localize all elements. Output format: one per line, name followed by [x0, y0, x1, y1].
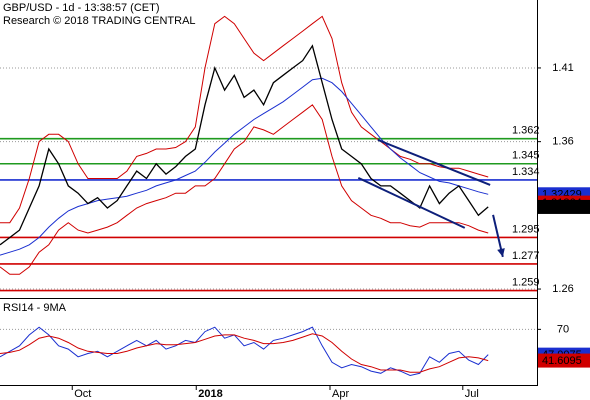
x-tick-label: 2018	[198, 388, 222, 400]
series-line	[0, 333, 489, 373]
series-line	[0, 77, 489, 256]
level-label: 1.295	[512, 223, 540, 235]
level-label: 1.362	[512, 125, 540, 137]
chart-title: GBP/USD - 1d - 13:38:57 (CET)	[3, 2, 160, 14]
x-tick-label: Oct	[74, 388, 91, 400]
level-label: 1.259	[512, 276, 540, 288]
price-tag-label: 1.3157	[542, 201, 576, 213]
series-line	[0, 104, 489, 275]
trend-line	[377, 138, 491, 186]
level-label: 1.277	[512, 250, 540, 262]
x-tick-label: Apr	[332, 388, 349, 400]
price-tag-label: 41.6095	[542, 355, 582, 367]
series-line	[0, 44, 489, 246]
y-tick-label: 1.36	[552, 136, 573, 148]
series-line	[0, 15, 489, 224]
level-label: 1.334	[512, 166, 540, 178]
panel-title: RSI14 - 9MA	[3, 302, 67, 314]
y-tick-label: 1.26	[552, 283, 573, 295]
series-line	[0, 326, 489, 377]
trend-line	[357, 177, 466, 229]
x-tick-label: Jul	[465, 388, 479, 400]
arrow-head	[497, 248, 505, 257]
chart-subtitle: Research © 2018 TRADING CENTRAL	[3, 15, 196, 27]
price-tag	[538, 353, 590, 368]
y-tick-label: 1.41	[552, 62, 573, 74]
level-label: 1.345	[512, 150, 540, 162]
y-tick-label: 70	[557, 323, 569, 335]
price-tag	[538, 199, 590, 214]
